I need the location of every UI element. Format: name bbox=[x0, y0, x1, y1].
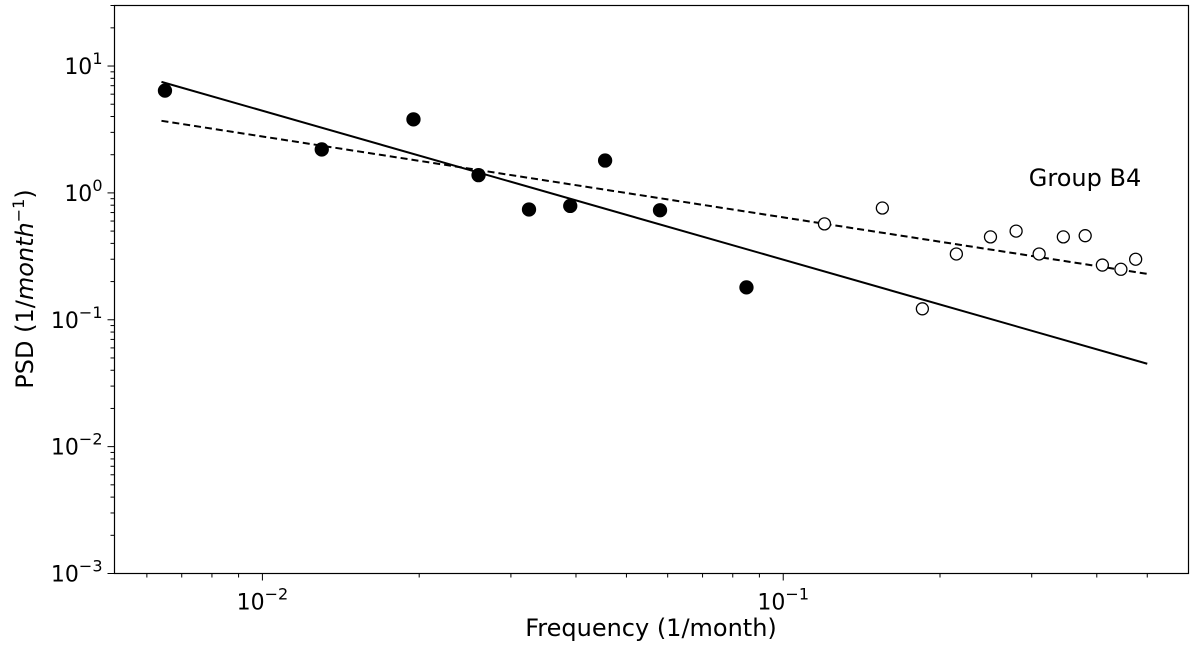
y-tick-label: 101 bbox=[64, 49, 102, 80]
plot-frame bbox=[113, 4, 1190, 575]
x-tick-label: 10−1 bbox=[757, 585, 809, 616]
x-tick-label: 10−2 bbox=[237, 585, 289, 616]
filled-data-point bbox=[521, 202, 537, 217]
solid-fit-line bbox=[161, 80, 1148, 365]
data-points bbox=[157, 83, 1143, 316]
filled-data-point bbox=[597, 153, 613, 168]
open-data-point bbox=[817, 217, 832, 231]
axis-ticks: 10−2 10−1 101 100 10−1 10−2 10−3 bbox=[51, 5, 1148, 616]
open-data-point bbox=[983, 230, 998, 244]
filled-data-point bbox=[157, 83, 173, 98]
filled-data-point bbox=[652, 203, 668, 218]
y-tick-label: 10−2 bbox=[51, 430, 103, 461]
filled-data-point bbox=[314, 142, 329, 157]
y-tick-label: 10−3 bbox=[51, 557, 103, 588]
open-data-point bbox=[1095, 258, 1110, 272]
open-data-point bbox=[875, 201, 890, 215]
filled-data-point bbox=[563, 198, 578, 214]
open-data-point bbox=[915, 302, 930, 316]
x-axis-title: Frequency (1/month) bbox=[525, 614, 777, 642]
open-data-point bbox=[949, 247, 964, 261]
open-data-point bbox=[1129, 252, 1143, 266]
fit-lines bbox=[161, 80, 1148, 365]
y-axis-title-unit: month bbox=[11, 222, 39, 300]
open-data-point bbox=[1009, 224, 1023, 238]
group-annotation: Group B4 bbox=[1029, 164, 1141, 192]
y-axis-title-suffix: ) bbox=[11, 189, 39, 198]
y-tick-label: 10−1 bbox=[51, 303, 103, 334]
dashed-fit-line bbox=[161, 119, 1148, 275]
open-data-point bbox=[1056, 230, 1070, 244]
filled-data-point bbox=[406, 112, 421, 127]
y-axis-title-exponent: −1 bbox=[9, 199, 28, 223]
y-tick-label: 100 bbox=[64, 176, 102, 207]
open-data-point bbox=[1032, 247, 1046, 261]
y-axis-title-prefix: PSD (1/ bbox=[11, 299, 39, 388]
open-data-point bbox=[1078, 229, 1092, 243]
filled-data-point bbox=[739, 280, 754, 295]
y-axis-title: PSD (1/month−1) bbox=[9, 189, 39, 388]
filled-data-point bbox=[471, 168, 486, 183]
open-data-point bbox=[1114, 262, 1128, 276]
